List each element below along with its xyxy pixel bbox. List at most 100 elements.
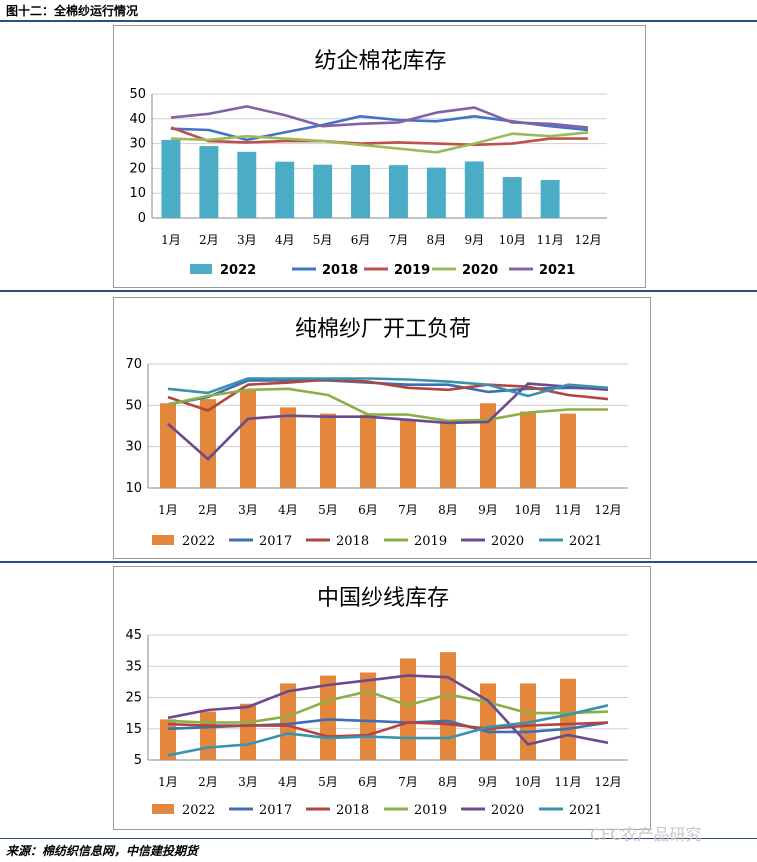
bar-2022 [464, 161, 484, 218]
x-tick-label: 6月 [358, 503, 378, 517]
legend-label-2020: 2020 [491, 803, 524, 818]
x-tick-label: 12月 [594, 775, 621, 789]
chart-panel-yarn-inventory: 中国纱线库存 5 15 25 35 45 1月 2月 3月 4月 5月 6月 7月 8月 9月 10月 11月 1… [113, 566, 651, 830]
bar-2022 [400, 658, 416, 760]
x-tick-label: 2月 [199, 233, 219, 247]
bar-2022 [200, 711, 216, 760]
x-tick-label: 11月 [554, 775, 581, 789]
chart-title: 纯棉纱厂开工负荷 [295, 317, 471, 342]
x-tick-label: 8月 [438, 503, 458, 517]
bar-2022 [560, 678, 576, 760]
bar-2022 [280, 407, 296, 488]
series-line-2019 [167, 690, 609, 724]
legend-label-2019: 2019 [414, 534, 447, 549]
legend-label-2018: 2018 [322, 263, 358, 278]
y-tick-label: 5 [134, 753, 142, 768]
bar-2022 [320, 675, 336, 760]
bar-2022 [280, 683, 296, 760]
series-line-2020 [167, 674, 609, 746]
x-tick-label: 9月 [478, 775, 498, 789]
x-tick-label: 9月 [464, 233, 484, 247]
x-tick-label: 10月 [499, 233, 526, 247]
series-line-2021 [167, 704, 609, 757]
series-line-2018 [167, 721, 609, 738]
x-tick-label: 8月 [427, 233, 447, 247]
bar-2022 [560, 413, 576, 488]
x-tick-label: 2月 [198, 775, 218, 789]
y-tick-label: 30 [125, 440, 142, 455]
x-tick-label: 6月 [351, 233, 371, 247]
bar-2022 [360, 414, 376, 488]
y-tick-label: 40 [129, 112, 146, 127]
chart-title: 中国纱线库存 [317, 586, 449, 611]
bar-2022 [502, 177, 522, 218]
x-tick-label: 7月 [398, 775, 418, 789]
bar-2022 [540, 180, 560, 218]
y-tick-label: 50 [125, 398, 142, 413]
x-tick-label: 10月 [514, 775, 541, 789]
y-tick-label: 35 [125, 659, 142, 674]
bar-2022 [275, 161, 295, 218]
x-tick-label: 4月 [275, 233, 295, 247]
legend-label-2019: 2019 [394, 263, 430, 278]
x-tick-label: 5月 [318, 503, 338, 517]
chart-yarn-mill-load: 纯棉纱厂开工负荷 10 30 50 70 1月 2月 3月 4月 5月 6月 7月 8月 9月 10月 11月… [125, 317, 628, 549]
x-tick-label: 8月 [438, 775, 458, 789]
series-line-2019 [167, 387, 608, 423]
chart-title: 纺企棉花库存 [314, 49, 446, 74]
series-line-2020 [170, 131, 589, 154]
series-line-2018 [167, 378, 609, 412]
bar-2022 [426, 167, 446, 218]
y-tick-label: 10 [129, 186, 146, 201]
bar-2022 [440, 421, 456, 488]
x-tick-label: 4月 [278, 503, 298, 517]
legend-label-2022: 2022 [182, 534, 215, 549]
x-tick-label: 7月 [389, 233, 409, 247]
bar-2022 [480, 403, 496, 488]
bar-2022 [520, 411, 536, 488]
legend-swatch-2022 [152, 535, 174, 545]
x-tick-label: 5月 [313, 233, 333, 247]
bar-2022 [199, 146, 219, 218]
legend-label-2021: 2021 [569, 803, 602, 818]
divider-rule-2 [0, 561, 757, 563]
chart-panel-yarn-mill-load: 纯棉纱厂开工负荷 10 30 50 70 1月 2月 3月 4月 5月 6月 7月 8月 9月 10月 11月… [113, 297, 651, 559]
series-line-2019 [170, 126, 588, 147]
x-tick-label: 1月 [158, 775, 178, 789]
bar-2022 [240, 703, 256, 760]
y-tick-label: 50 [129, 87, 146, 102]
bar-2022 [161, 139, 181, 218]
bar-2022 [360, 672, 376, 760]
bar-2022 [160, 403, 176, 488]
watermark: CFC农产品研究 [590, 825, 702, 844]
x-tick-label: 6月 [358, 775, 378, 789]
bar-2022 [351, 164, 371, 218]
x-tick-label: 1月 [161, 233, 181, 247]
legend-label-2021: 2021 [569, 534, 602, 549]
legend-swatch-2022 [190, 264, 212, 274]
series-line-2020 [167, 382, 609, 461]
bar-2022 [388, 165, 408, 218]
legend-swatch-2022 [152, 804, 174, 814]
x-tick-label: 5月 [318, 775, 338, 789]
x-tick-label: 11月 [554, 503, 581, 517]
source-note: 来源：棉纺织信息网，中信建投期货 [6, 844, 199, 858]
legend-label-2018: 2018 [336, 534, 369, 549]
y-tick-label: 20 [129, 161, 146, 176]
bar-2022 [320, 413, 336, 488]
y-tick-label: 25 [125, 691, 142, 706]
y-tick-label: 70 [125, 357, 142, 372]
legend-label-2017: 2017 [259, 803, 292, 818]
bar-2022 [400, 419, 416, 488]
bar-2022 [200, 399, 216, 488]
x-tick-label: 3月 [237, 233, 257, 247]
x-tick-label: 12月 [594, 503, 621, 517]
x-tick-label: 3月 [238, 503, 258, 517]
x-tick-label: 3月 [238, 775, 258, 789]
series-line-2021 [167, 377, 609, 398]
bar-2022 [313, 164, 333, 218]
legend-label-2022: 2022 [220, 263, 256, 278]
x-tick-label: 4月 [278, 775, 298, 789]
x-tick-label: 2月 [198, 503, 218, 517]
x-tick-label: 7月 [398, 503, 418, 517]
